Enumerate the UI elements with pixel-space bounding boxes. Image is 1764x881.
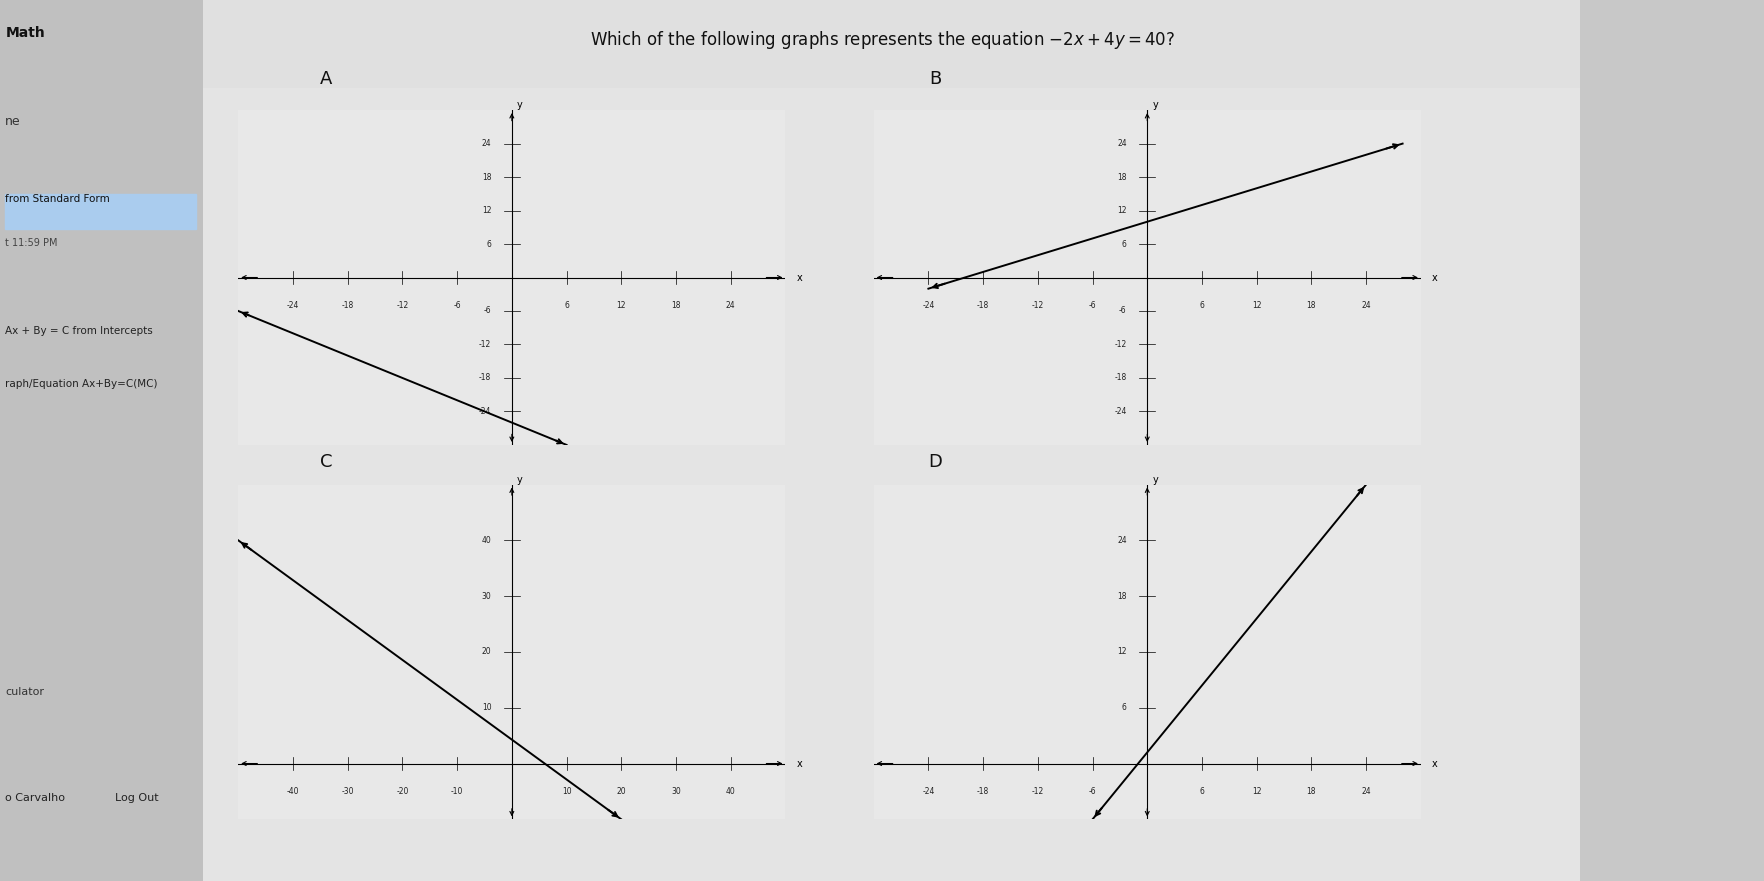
Text: -6: -6: [1118, 307, 1125, 315]
Text: o Carvalho: o Carvalho: [5, 793, 65, 803]
Text: 6: 6: [1200, 301, 1203, 310]
Text: -24: -24: [1113, 407, 1125, 416]
Text: -18: -18: [478, 374, 490, 382]
Text: 12: 12: [1117, 648, 1125, 656]
Text: 18: 18: [1305, 787, 1316, 796]
Text: 18: 18: [1117, 173, 1125, 181]
Text: y: y: [517, 100, 522, 110]
Text: -6: -6: [1088, 301, 1095, 310]
Text: 20: 20: [616, 787, 626, 796]
Text: x: x: [796, 272, 801, 283]
Text: raph/Equation Ax+By=C(MC): raph/Equation Ax+By=C(MC): [5, 379, 157, 389]
Text: ne: ne: [5, 115, 21, 128]
Text: 12: 12: [1251, 787, 1261, 796]
Text: culator: culator: [5, 687, 44, 697]
Text: 10: 10: [482, 703, 490, 712]
Text: 12: 12: [1117, 206, 1125, 215]
Text: 24: 24: [482, 139, 490, 148]
Text: y: y: [1152, 475, 1157, 485]
Text: -12: -12: [1032, 787, 1043, 796]
Text: -20: -20: [395, 787, 409, 796]
Text: -10: -10: [450, 787, 464, 796]
Text: 6: 6: [564, 301, 568, 310]
Text: 24: 24: [1117, 139, 1125, 148]
Text: 24: 24: [725, 301, 736, 310]
Text: -24: -24: [921, 787, 935, 796]
Text: B: B: [930, 70, 940, 88]
Text: 12: 12: [482, 206, 490, 215]
Text: 18: 18: [482, 173, 490, 181]
Text: -12: -12: [1032, 301, 1043, 310]
Text: 24: 24: [1360, 787, 1371, 796]
Text: -18: -18: [1113, 374, 1125, 382]
Text: 18: 18: [1305, 301, 1316, 310]
Text: -24: -24: [921, 301, 935, 310]
Text: 6: 6: [1122, 703, 1125, 712]
Text: Math: Math: [5, 26, 46, 41]
Text: t 11:59 PM: t 11:59 PM: [5, 238, 58, 248]
Text: 40: 40: [725, 787, 736, 796]
Text: -6: -6: [1088, 787, 1095, 796]
Text: 10: 10: [561, 787, 572, 796]
Text: 24: 24: [1117, 536, 1125, 544]
Text: -12: -12: [397, 301, 407, 310]
Text: -6: -6: [483, 307, 490, 315]
Text: 18: 18: [1117, 592, 1125, 601]
Text: 12: 12: [1251, 301, 1261, 310]
Text: 6: 6: [1200, 787, 1203, 796]
Text: x: x: [1431, 759, 1436, 768]
Text: 30: 30: [670, 787, 681, 796]
Text: -24: -24: [286, 301, 300, 310]
Text: -6: -6: [453, 301, 460, 310]
Text: 30: 30: [482, 592, 490, 601]
Text: 6: 6: [487, 240, 490, 248]
Text: y: y: [517, 475, 522, 485]
Text: x: x: [796, 759, 801, 768]
Text: -18: -18: [342, 301, 353, 310]
Text: A: A: [319, 70, 333, 88]
Text: y: y: [1152, 100, 1157, 110]
Text: Log Out: Log Out: [115, 793, 159, 803]
Text: -12: -12: [1113, 340, 1125, 349]
Text: -18: -18: [977, 787, 988, 796]
Text: from Standard Form: from Standard Form: [5, 194, 109, 204]
Text: Ax + By = C from Intercepts: Ax + By = C from Intercepts: [5, 326, 153, 336]
Text: C: C: [319, 454, 333, 471]
Text: -18: -18: [977, 301, 988, 310]
Text: -24: -24: [478, 407, 490, 416]
Text: 20: 20: [482, 648, 490, 656]
Text: -40: -40: [286, 787, 300, 796]
Text: -12: -12: [478, 340, 490, 349]
Text: 18: 18: [670, 301, 681, 310]
Text: 12: 12: [616, 301, 626, 310]
Text: 40: 40: [482, 536, 490, 544]
Text: 6: 6: [1122, 240, 1125, 248]
Text: -30: -30: [340, 787, 355, 796]
Text: Which of the following graphs represents the equation $-2x + 4y = 40$?: Which of the following graphs represents…: [589, 29, 1175, 50]
Text: x: x: [1431, 272, 1436, 283]
Text: D: D: [928, 454, 942, 471]
Text: 24: 24: [1360, 301, 1371, 310]
